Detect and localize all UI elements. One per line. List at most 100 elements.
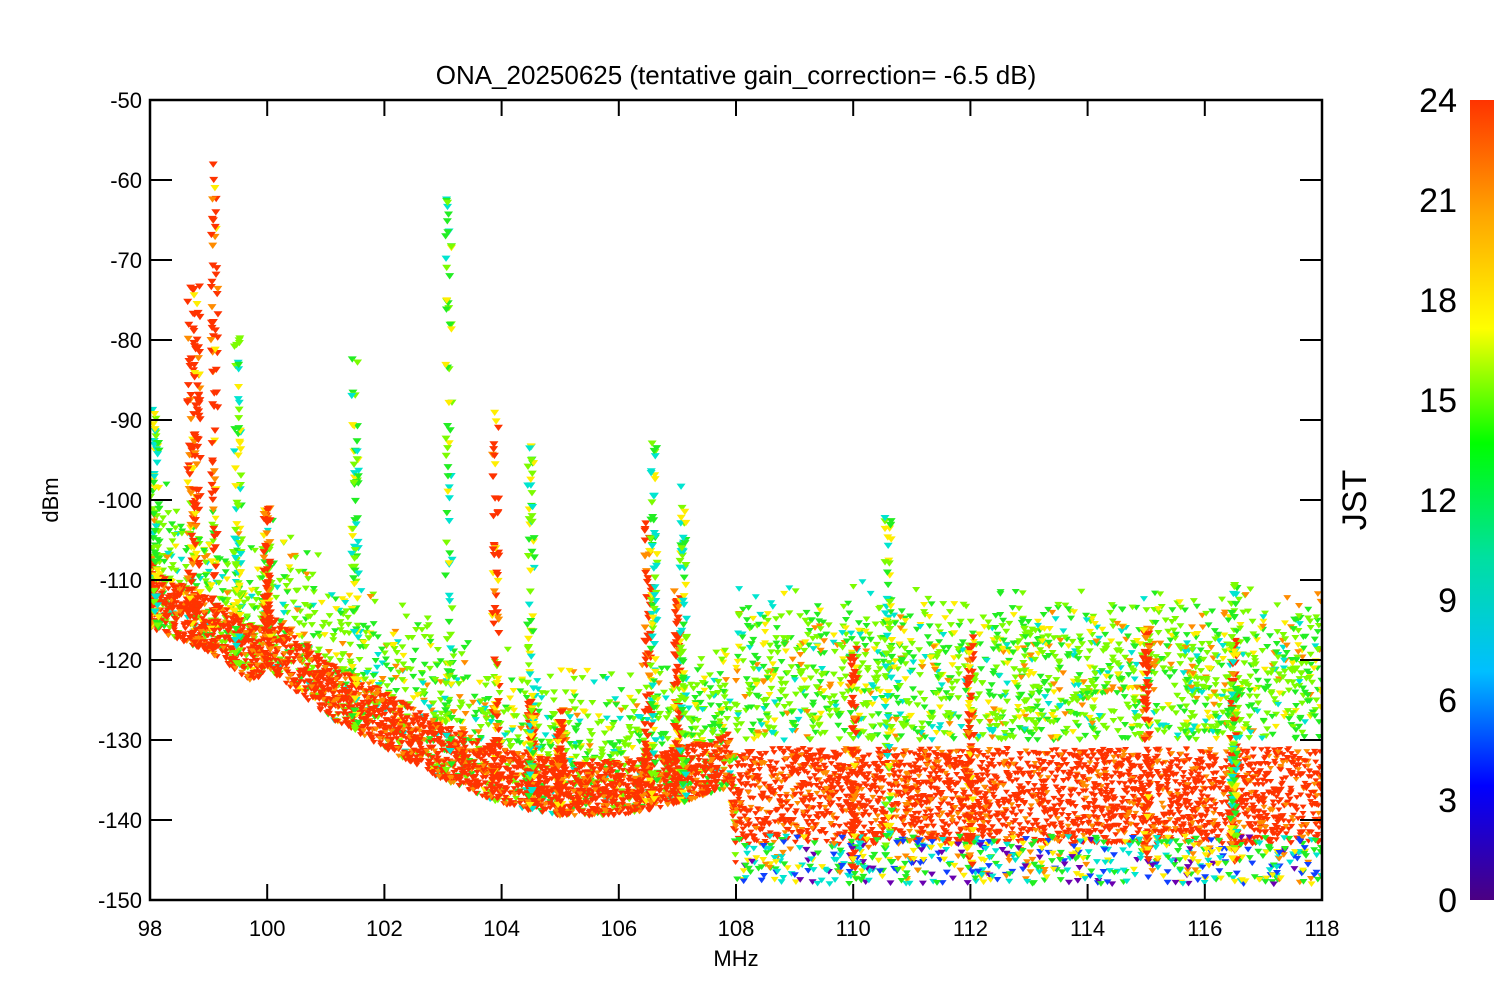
scatter-point bbox=[1284, 679, 1293, 685]
scatter-point bbox=[1056, 637, 1065, 644]
scatter-point bbox=[423, 615, 432, 622]
scatter-point bbox=[1020, 668, 1029, 674]
scatter-point bbox=[1259, 614, 1268, 620]
scatter-point bbox=[1125, 658, 1134, 664]
scatter-point bbox=[542, 690, 551, 697]
scatter-point bbox=[747, 624, 756, 631]
scatter-point bbox=[696, 699, 705, 706]
scatter-point bbox=[1003, 698, 1012, 705]
scatter-point bbox=[726, 770, 735, 777]
scatter-point bbox=[1176, 623, 1185, 629]
scatter-point bbox=[1192, 695, 1201, 702]
scatter-point bbox=[927, 737, 936, 743]
scatter-point bbox=[1119, 684, 1128, 691]
scatter-point bbox=[1010, 666, 1019, 672]
scatter-point bbox=[1163, 652, 1172, 658]
scatter-point bbox=[901, 822, 909, 828]
scatter-point bbox=[719, 727, 728, 734]
scatter-point bbox=[331, 596, 340, 603]
scatter-point bbox=[1210, 628, 1219, 634]
scatter-point bbox=[769, 673, 778, 679]
scatter-point bbox=[866, 590, 875, 597]
scatter-point bbox=[921, 734, 930, 741]
scatter-point bbox=[738, 631, 747, 638]
scatter-point bbox=[1272, 711, 1281, 718]
scatter-point bbox=[366, 594, 375, 600]
scatter-point bbox=[937, 682, 946, 688]
scatter-point bbox=[732, 860, 740, 865]
scatter-point bbox=[1071, 719, 1080, 726]
scatter-point bbox=[606, 740, 615, 746]
scatter-point bbox=[1031, 628, 1040, 634]
scatter-point bbox=[1055, 658, 1064, 665]
scatter-point bbox=[870, 646, 879, 652]
scatter-point bbox=[1215, 703, 1224, 709]
scatter-point bbox=[763, 617, 772, 624]
scatter-point bbox=[760, 732, 769, 739]
scatter-point bbox=[801, 639, 810, 646]
scatter-point bbox=[992, 635, 1001, 642]
scatter-point bbox=[964, 704, 973, 710]
scatter-point bbox=[611, 696, 620, 702]
scatter-point bbox=[913, 702, 922, 708]
scatter-point bbox=[1189, 598, 1198, 604]
scatter-point bbox=[1173, 736, 1182, 742]
scatter-point bbox=[1194, 728, 1203, 735]
scatter-point bbox=[804, 631, 813, 638]
scatter-point bbox=[760, 678, 769, 684]
scatter-point bbox=[1127, 650, 1136, 656]
scatter-point bbox=[1084, 684, 1093, 691]
scatter-point bbox=[1294, 642, 1303, 648]
scatter-point bbox=[1262, 733, 1271, 740]
scatter-point bbox=[1284, 687, 1293, 694]
scatter-point bbox=[935, 687, 944, 694]
scatter-point bbox=[1315, 734, 1322, 740]
scatter-point bbox=[294, 568, 303, 575]
scatter-point bbox=[1005, 620, 1014, 627]
scatter-point bbox=[150, 506, 158, 512]
scatter-point bbox=[355, 656, 364, 663]
scatter-point bbox=[982, 714, 991, 720]
scatter-point bbox=[537, 695, 546, 701]
scatter-point bbox=[1035, 684, 1044, 691]
scatter-point bbox=[411, 647, 420, 654]
scatter-point bbox=[753, 729, 762, 736]
scatter-point bbox=[386, 666, 395, 673]
scatter-point bbox=[1078, 702, 1087, 709]
scatter-point bbox=[1079, 679, 1088, 685]
scatter-point bbox=[1181, 649, 1190, 655]
scatter-point bbox=[1123, 735, 1132, 742]
scatter-point bbox=[1295, 603, 1304, 609]
scatter-point bbox=[1313, 629, 1322, 635]
scatter-point bbox=[1239, 726, 1248, 732]
scatter-point bbox=[764, 725, 773, 732]
scatter-point bbox=[575, 739, 584, 746]
scatter-point bbox=[806, 675, 815, 682]
scatter-point bbox=[1206, 693, 1215, 700]
scatter-point bbox=[317, 599, 326, 606]
scatter-point bbox=[1044, 701, 1053, 707]
scatter-point bbox=[908, 686, 917, 692]
scatter-point bbox=[549, 697, 558, 704]
scatter-point bbox=[318, 624, 327, 630]
scatter-point bbox=[598, 752, 607, 759]
scatter-point bbox=[1129, 695, 1138, 702]
scatter-point bbox=[420, 661, 429, 668]
scatter-point bbox=[936, 672, 945, 678]
scatter-point bbox=[1246, 586, 1255, 593]
scatter-point bbox=[1190, 723, 1199, 730]
scatter-point bbox=[159, 567, 168, 574]
scatter-point bbox=[785, 610, 794, 616]
scatter-point bbox=[1172, 710, 1181, 717]
scatter-point bbox=[863, 667, 872, 674]
scatter-point bbox=[1204, 622, 1213, 628]
scatter-point bbox=[1020, 653, 1029, 660]
scatter-point bbox=[234, 531, 243, 537]
scatter-point bbox=[320, 619, 329, 626]
scatter-point bbox=[749, 615, 758, 622]
scatter-point bbox=[986, 723, 995, 730]
scatter-point bbox=[1076, 637, 1085, 644]
scatter-point bbox=[809, 664, 818, 671]
scatter-point bbox=[1015, 605, 1024, 612]
scatter-point bbox=[571, 706, 580, 713]
